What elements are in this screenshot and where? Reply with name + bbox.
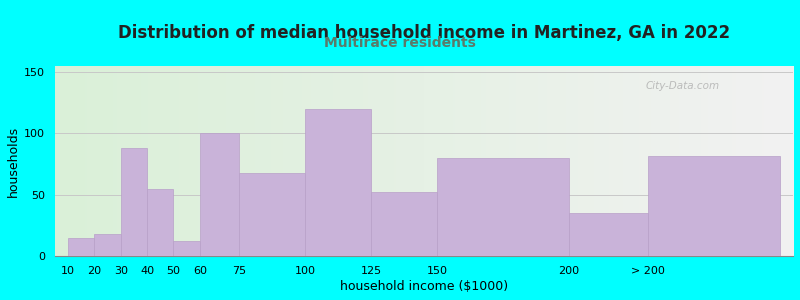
Bar xyxy=(306,109,371,256)
Bar xyxy=(239,173,306,256)
Bar xyxy=(94,234,121,256)
Y-axis label: households: households xyxy=(7,125,20,196)
Bar xyxy=(174,242,200,256)
Title: Distribution of median household income in Martinez, GA in 2022: Distribution of median household income … xyxy=(118,24,730,42)
Bar xyxy=(68,238,94,256)
Bar xyxy=(437,158,569,256)
Bar xyxy=(569,213,648,256)
X-axis label: household income ($1000): household income ($1000) xyxy=(340,280,508,293)
Bar xyxy=(147,189,174,256)
Bar xyxy=(200,134,239,256)
Bar xyxy=(121,148,147,256)
Bar xyxy=(371,192,437,256)
Bar xyxy=(648,156,780,256)
Text: Multirace residents: Multirace residents xyxy=(324,36,476,50)
Text: City-Data.com: City-Data.com xyxy=(646,81,719,91)
